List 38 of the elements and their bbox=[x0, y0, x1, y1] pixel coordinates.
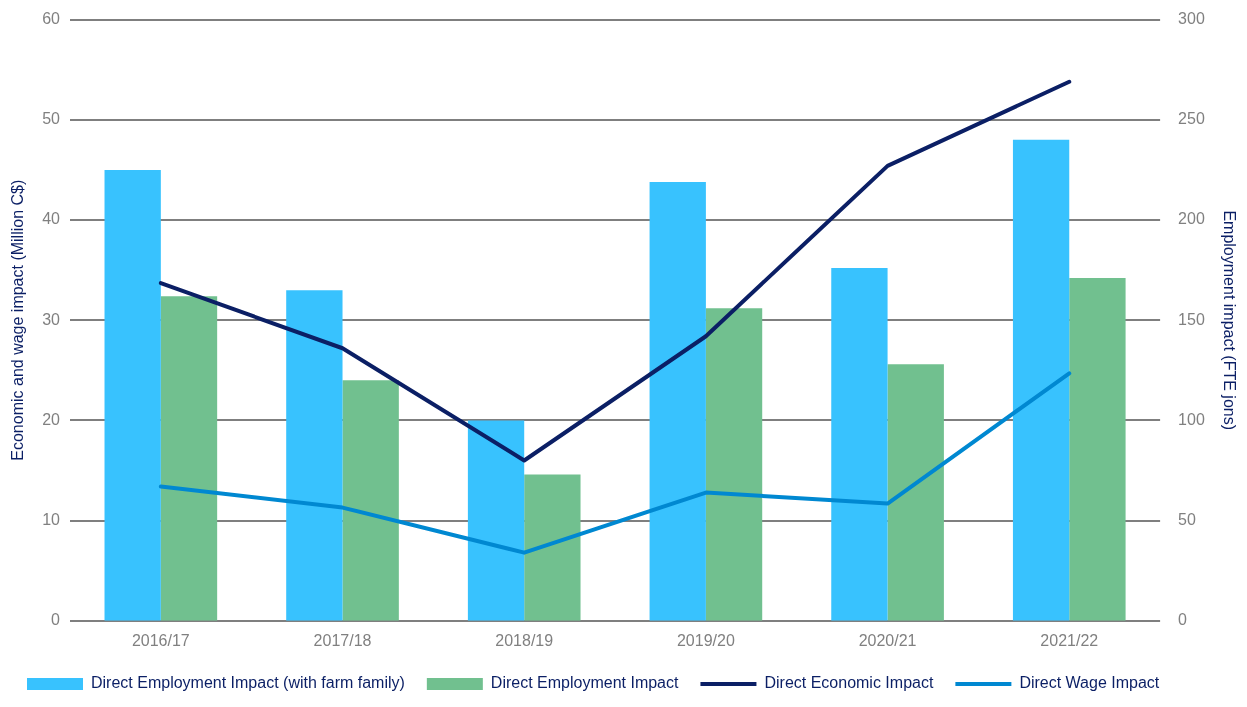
bar bbox=[831, 268, 888, 621]
bar bbox=[705, 308, 763, 621]
bar bbox=[342, 380, 399, 621]
x-tick-label: 2021/22 bbox=[1040, 631, 1099, 649]
y2-tick-label: 300 bbox=[1178, 10, 1205, 28]
legend-label: Direct Employment Impact bbox=[490, 674, 679, 692]
y-tick-label: 60 bbox=[42, 10, 61, 28]
bar bbox=[467, 420, 525, 621]
legend-label: Direct Wage Impact bbox=[1019, 674, 1160, 692]
bar bbox=[649, 181, 706, 621]
bar bbox=[1012, 139, 1070, 621]
y2-tick-label: 150 bbox=[1178, 310, 1205, 328]
y-tick-label: 30 bbox=[42, 310, 61, 328]
y2-tick-label: 100 bbox=[1178, 410, 1205, 428]
y-tick-label: 50 bbox=[42, 110, 61, 128]
x-tick-label: 2020/21 bbox=[858, 631, 917, 649]
bar bbox=[104, 169, 161, 621]
y2-tick-label: 200 bbox=[1178, 210, 1205, 228]
y-tick-label: 0 bbox=[51, 611, 61, 629]
bar bbox=[286, 290, 343, 621]
y2-axis-title: Employment impact (FTE jons) bbox=[1220, 210, 1238, 430]
y2-tick-label: 250 bbox=[1178, 110, 1205, 128]
bar bbox=[524, 474, 581, 621]
y2-tick-label: 0 bbox=[1178, 611, 1188, 629]
y2-tick-label: 50 bbox=[1178, 511, 1196, 529]
y-tick-label: 10 bbox=[42, 511, 61, 529]
legend-label: Direct Employment Impact (with farm family) bbox=[91, 674, 405, 692]
bar bbox=[1069, 278, 1126, 621]
y-tick-label: 20 bbox=[42, 410, 61, 428]
x-tick-label: 2016/17 bbox=[131, 631, 190, 649]
x-tick-label: 2017/18 bbox=[313, 631, 372, 649]
y-tick-label: 40 bbox=[42, 210, 61, 228]
x-tick-label: 2019/20 bbox=[676, 631, 735, 649]
bar bbox=[160, 296, 218, 621]
y-axis-title: Economic and wage impact (Million C$) bbox=[9, 179, 27, 461]
legend-label: Direct Economic Impact bbox=[764, 674, 934, 692]
x-tick-label: 2018/19 bbox=[495, 631, 554, 649]
bar bbox=[887, 364, 944, 621]
